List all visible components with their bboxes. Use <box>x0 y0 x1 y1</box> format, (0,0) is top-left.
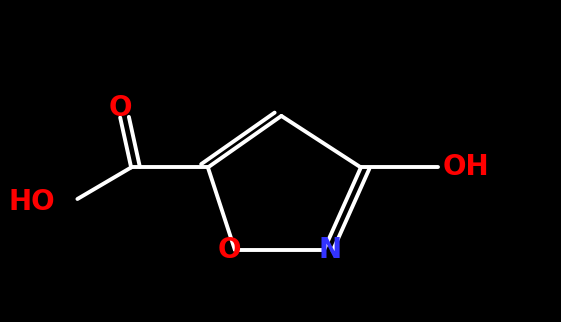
Text: O: O <box>218 236 241 263</box>
Text: OH: OH <box>443 154 490 181</box>
Text: O: O <box>108 94 132 122</box>
Text: N: N <box>318 236 341 263</box>
Text: HO: HO <box>9 188 56 216</box>
